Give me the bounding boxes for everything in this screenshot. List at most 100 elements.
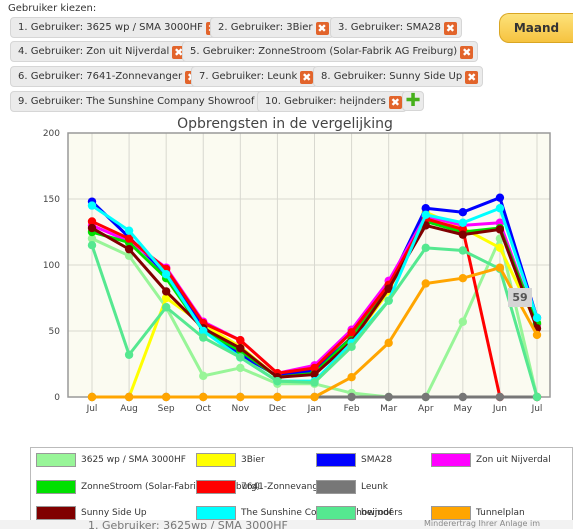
- legend-swatch: [196, 453, 236, 467]
- series-point: [124, 244, 134, 254]
- series-point: [161, 287, 171, 296]
- legend-swatch: [36, 480, 76, 494]
- series-point: [532, 313, 542, 322]
- legend-swatch: [431, 506, 471, 520]
- series-point: [124, 392, 134, 402]
- x-tick-label: Sep: [158, 404, 175, 414]
- user-chip-3[interactable]: 3. Gebruiker: SMA28 ✖: [330, 17, 462, 38]
- user-chip-label: 5. Gebruiker: ZonneStroom (Solar-Fabrik …: [190, 46, 458, 57]
- remove-icon[interactable]: ✖: [388, 96, 402, 109]
- legend-label: 7641-Zonnevanger: [241, 482, 328, 492]
- series-point: [495, 392, 505, 402]
- series-point: [458, 230, 468, 239]
- y-tick-label: 150: [43, 195, 60, 205]
- user-chip-label: 10. Gebruiker: heijnders: [265, 96, 386, 107]
- legend-swatch: [196, 480, 236, 494]
- user-chip-2[interactable]: 2. Gebruiker: 3Bier ✖: [210, 17, 334, 38]
- series-point: [87, 241, 97, 250]
- series-point: [199, 392, 208, 402]
- series-point: [421, 279, 430, 288]
- series-point: [87, 223, 97, 233]
- series-point: [236, 353, 245, 362]
- series-point: [87, 217, 97, 226]
- series-point: [495, 204, 505, 213]
- series-point: [236, 363, 245, 373]
- x-tick-label: Apr: [418, 404, 434, 414]
- remove-icon[interactable]: ✖: [465, 71, 479, 84]
- legend-label: Leunk: [361, 482, 389, 492]
- legend-label: Sunny Side Up: [81, 508, 147, 518]
- series-point: [495, 193, 505, 202]
- chart-title: Opbrengsten in de vergelijking: [177, 116, 393, 132]
- legend-label: SMA28: [361, 455, 393, 465]
- y-tick-label: 200: [43, 129, 60, 139]
- user-chip-label: 3. Gebruiker: SMA28: [338, 22, 441, 33]
- series-point: [236, 336, 245, 345]
- series-point: [384, 284, 393, 293]
- legend-label: 3Bier: [241, 455, 265, 465]
- background-text-2: Minderertrag Ihrer Anlage im: [424, 520, 540, 528]
- series-point: [310, 392, 319, 402]
- remove-icon[interactable]: ✖: [443, 22, 457, 35]
- legend-label: ZonneStroom (Solar-Fabrik AG Freiburg): [81, 482, 261, 492]
- series-point: [347, 392, 356, 402]
- chart-tooltip: 59: [508, 288, 532, 307]
- series-point: [458, 274, 468, 283]
- series-point: [495, 225, 505, 234]
- series-point: [347, 328, 356, 337]
- series-point: [161, 293, 171, 303]
- x-tick-label: Jan: [307, 404, 322, 414]
- x-tick-label: Oct: [195, 404, 211, 414]
- period-month-button[interactable]: Maand: [499, 13, 573, 43]
- series-point: [124, 234, 134, 243]
- series-point: [87, 201, 97, 210]
- x-tick-label: Dec: [269, 404, 286, 414]
- series-point: [384, 392, 393, 402]
- add-user-button[interactable]: ✚: [402, 91, 424, 111]
- remove-icon[interactable]: ✖: [460, 46, 474, 59]
- x-tick-label: Mar: [380, 404, 397, 414]
- yield-comparison-chart: 0 50 100 150 200 Jul Aug Sep Oct Nov Dec Jan Feb Mar A…: [43, 129, 551, 414]
- remove-icon[interactable]: ✖: [300, 71, 314, 84]
- legend-swatch: [196, 506, 236, 520]
- legend-swatch: [316, 506, 356, 520]
- series-point: [347, 373, 356, 382]
- series-point: [458, 392, 468, 402]
- legend-label: Zon uit Nijverdal: [476, 455, 551, 465]
- user-chip-7[interactable]: 7. Gebruiker: Leunk ✖: [191, 66, 319, 87]
- series-point: [124, 350, 134, 359]
- series-point: [458, 208, 468, 217]
- series-point: [495, 263, 505, 272]
- series-point: [421, 210, 430, 220]
- x-tick-label: Jun: [492, 404, 507, 414]
- series-point: [421, 243, 430, 253]
- user-chip-label: 4. Gebruiker: Zon uit Nijverdal: [18, 46, 170, 57]
- series-point: [532, 392, 542, 402]
- y-tick-label: 50: [49, 327, 61, 337]
- series-point: [199, 371, 208, 381]
- series-point: [458, 218, 468, 227]
- x-tick-label: Jul: [86, 404, 98, 414]
- background-page-strip: 1. Gebruiker: 3625wp / SMA 3000HF Minder…: [0, 520, 573, 529]
- series-point: [124, 226, 134, 235]
- remove-icon[interactable]: ✖: [315, 22, 329, 35]
- series-point: [161, 270, 171, 279]
- series-point: [421, 392, 430, 402]
- series-point: [310, 363, 319, 373]
- x-tick-label: May: [454, 404, 473, 414]
- legend-label: heijnders: [361, 508, 403, 518]
- x-tick-label: Nov: [232, 404, 250, 414]
- series-point: [273, 376, 282, 386]
- series-point: [495, 243, 505, 253]
- user-chip-5[interactable]: 5. Gebruiker: ZonneStroom (Solar-Fabrik …: [182, 41, 479, 62]
- user-chip-4[interactable]: 4. Gebruiker: Zon uit Nijverdal ✖: [10, 41, 191, 62]
- series-point: [458, 317, 468, 326]
- series-point: [458, 246, 468, 255]
- series-point: [236, 392, 245, 402]
- series-point: [199, 326, 208, 336]
- series-point: [161, 392, 171, 402]
- series-point: [532, 330, 542, 340]
- background-text: 1. Gebruiker: 3625wp / SMA 3000HF: [88, 520, 288, 529]
- chart-legend: 3625 wp / SMA 3000HF 3Bier SMA28 Zon uit Ni…: [30, 447, 573, 529]
- user-chip-8[interactable]: 8. Gebruiker: Sunny Side Up ✖: [313, 66, 484, 87]
